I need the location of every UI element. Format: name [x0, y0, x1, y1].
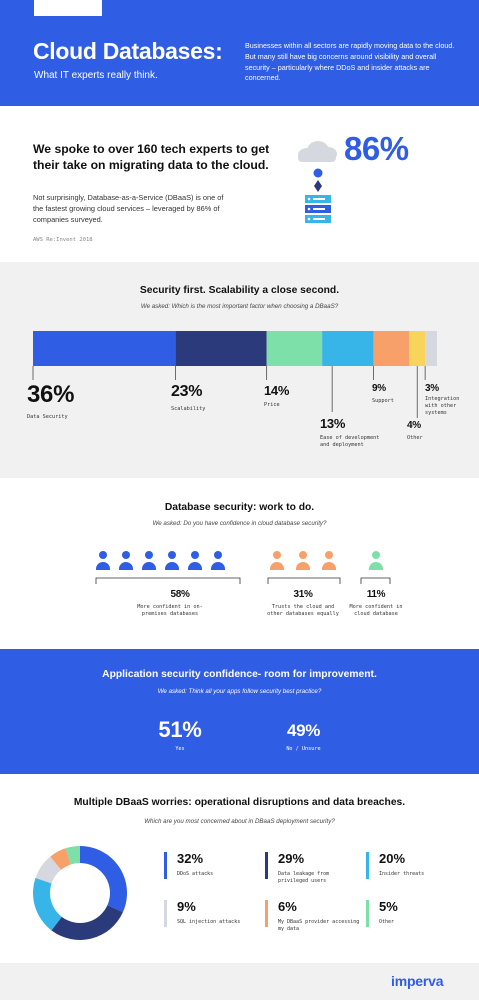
factor-label-6: Integration with other systems [425, 396, 460, 416]
app-pct-yes: 51% [158, 717, 202, 742]
bar-segment-6 [425, 331, 437, 366]
legend-pct-1: 29% [278, 851, 305, 866]
header-tab [34, 0, 102, 16]
page-title: Cloud Databases: [33, 38, 223, 64]
bar-segment-2 [266, 331, 323, 366]
intro-body: Not surprisingly, Database-as-a-Service … [33, 193, 224, 224]
bar-segment-1 [175, 331, 267, 366]
donut-slice-5 [65, 846, 80, 865]
intro-title: We spoke to over 160 tech experts to get… [33, 142, 270, 172]
app-security-section: Application security confidence- room fo… [0, 649, 479, 774]
factor-pct-4: 9% [372, 383, 386, 394]
legend-pct-3: 9% [177, 899, 196, 914]
person-icon [96, 551, 110, 579]
header-banner: Cloud Databases: What IT experts really … [0, 0, 479, 106]
app-pct-no: 49% [286, 721, 321, 740]
bracket-cloud [360, 577, 391, 584]
legend-pct-0: 32% [177, 851, 204, 866]
person-icon [119, 551, 133, 579]
legend-pct-2: 20% [379, 851, 406, 866]
app-chart-question: We asked: Think all your apps follow sec… [157, 688, 322, 695]
bar-segment-3 [322, 331, 374, 366]
legend-swatch-4 [265, 900, 268, 927]
factor-label-3: Ease of development and deployment [320, 435, 380, 448]
server-stack-icon [305, 195, 331, 223]
donut-slice-2 [33, 877, 62, 931]
legend-label-1: Data leakage from privileged users [278, 871, 330, 884]
factor-chart-title: Security first. Scalability a close seco… [139, 285, 340, 296]
legend-swatch-2 [366, 852, 369, 879]
factor-pct-6: 3% [425, 383, 439, 394]
bracket-on-premises [95, 577, 241, 584]
factor-pct-5: 4% [407, 420, 421, 431]
factor-stacked-bar [32, 331, 437, 418]
bar-segment-5 [409, 331, 426, 366]
factor-pct-3: 13% [320, 416, 346, 431]
factor-label-0: Data Security [27, 414, 68, 420]
confidence-chart-title: Database security: work to do. [164, 502, 315, 513]
factor-label-4: Support [372, 398, 394, 404]
legend-label-2: Insider threats [379, 871, 425, 877]
worries-chart-question: Which are you most concerned about in DB… [144, 818, 335, 825]
app-label-yes: Yes [175, 746, 185, 752]
donut-slice-0 [80, 846, 127, 913]
factor-pct-0: 36% [27, 381, 75, 408]
person-icon [296, 551, 310, 579]
donut-slice-3 [35, 856, 62, 884]
group-brackets [95, 577, 391, 584]
factor-label-1: Scalability [171, 406, 206, 412]
confidence-chart-question: We asked: Do you have confidence in clou… [152, 520, 327, 527]
page-subtitle: What IT experts really think. [34, 70, 158, 81]
confidence-pct-2: 11% [366, 589, 386, 600]
person-icon [270, 551, 284, 579]
confidence-label-2: More confident in cloud database [349, 604, 403, 617]
donut-slice-4 [50, 848, 71, 870]
confidence-pct-0: 58% [170, 589, 190, 600]
legend-pct-4: 6% [278, 899, 297, 914]
confidence-label-0: More confident in on-premises databases [137, 604, 203, 617]
legend-label-3: SQL injection attacks [177, 919, 241, 925]
person-icon [142, 551, 156, 579]
person-icon [369, 551, 383, 579]
confidence-pct-1: 31% [293, 589, 313, 600]
factor-pct-2: 14% [264, 383, 290, 398]
person-icon [165, 551, 179, 579]
intro-source: AWS Re:Invent 2018 [33, 237, 93, 243]
factor-chart-question: We asked: Which is the most important fa… [140, 303, 339, 310]
app-label-no: No / Unsure [286, 746, 321, 752]
dbaas-factor-section [0, 262, 479, 478]
bar-segment-0 [33, 331, 176, 366]
bar-segment-4 [373, 331, 410, 366]
node-icon [313, 168, 323, 178]
worries-chart-title: Multiple DBaaS worries: operational disr… [73, 797, 406, 808]
cloud-icon [298, 141, 337, 162]
imperva-logo: imperva [391, 973, 444, 989]
donut-slice-1 [51, 905, 123, 940]
confidence-label-1: Trusts the cloud and other databases equ… [267, 604, 339, 617]
app-chart-title: Application security confidence- room fo… [102, 669, 377, 680]
dbaas-stat: 86% [344, 130, 409, 167]
factor-pct-1: 23% [171, 383, 203, 400]
cloud-database-icon [298, 141, 337, 223]
legend-pct-5: 5% [379, 899, 398, 914]
footer: imperva [0, 963, 479, 1000]
person-icon [188, 551, 202, 579]
legend-swatch-0 [164, 852, 167, 879]
person-icon [322, 551, 336, 579]
legend-swatch-5 [366, 900, 369, 927]
diamond-icon [314, 180, 322, 192]
factor-label-2: Price [264, 402, 280, 408]
legend-label-4: My DBaaS provider accessing my data [278, 919, 360, 932]
person-icon [211, 551, 225, 579]
legend-label-0: DDoS attacks [177, 871, 214, 877]
factor-label-5: Other [407, 435, 423, 441]
legend-label-5: Other [379, 919, 395, 925]
legend-swatch-1 [265, 852, 268, 879]
bracket-equal [267, 577, 341, 584]
header-description: Businesses within all sectors are rapidl… [245, 41, 455, 83]
legend-swatch-3 [164, 900, 167, 927]
